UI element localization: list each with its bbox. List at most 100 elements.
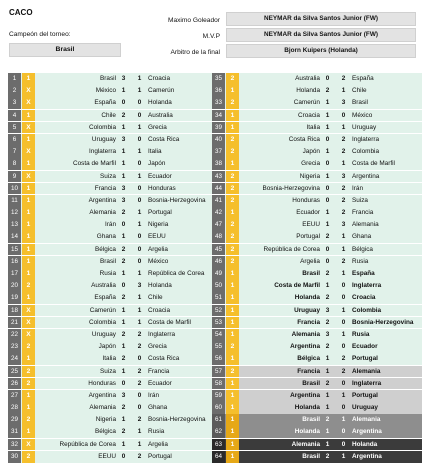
home-score-field[interactable]: 1 — [325, 428, 330, 436]
home-score-field[interactable]: 1 — [325, 282, 330, 290]
away-score-field[interactable]: 0 — [137, 160, 142, 168]
home-score-field[interactable]: 0 — [325, 135, 330, 143]
home-score-field[interactable]: 1 — [121, 367, 126, 375]
away-score-field[interactable]: 0 — [137, 135, 142, 143]
home-score-field[interactable]: 1 — [325, 172, 330, 180]
home-score-field[interactable]: 1 — [121, 87, 126, 95]
home-score-field[interactable]: 1 — [121, 160, 126, 168]
home-score-field[interactable]: 0 — [121, 452, 126, 460]
away-score-field[interactable]: 2 — [137, 416, 142, 424]
home-score-field[interactable]: 2 — [121, 294, 126, 302]
away-score-field[interactable]: 2 — [137, 452, 142, 460]
away-score-field[interactable]: 2 — [341, 355, 346, 363]
away-score-field[interactable]: 1 — [137, 87, 142, 95]
away-score-field[interactable]: 0 — [137, 111, 142, 119]
away-score-field[interactable]: 2 — [137, 379, 142, 387]
away-score-field[interactable]: 1 — [341, 233, 346, 241]
away-score-field[interactable]: 0 — [137, 245, 142, 253]
away-score-field[interactable]: 2 — [341, 148, 346, 156]
away-score-field[interactable]: 1 — [341, 452, 346, 460]
home-score-field[interactable]: 2 — [325, 270, 330, 277]
home-score-field[interactable]: 2 — [325, 87, 330, 95]
away-score-field[interactable]: 1 — [137, 270, 142, 277]
away-score-field[interactable]: 0 — [341, 282, 346, 290]
home-score-field[interactable]: 2 — [325, 416, 330, 424]
home-score-field[interactable]: 1 — [325, 367, 330, 375]
home-score-field[interactable]: 0 — [121, 221, 126, 229]
away-score-field[interactable]: 1 — [137, 318, 142, 326]
home-score-field[interactable]: 2 — [121, 428, 126, 436]
away-score-field[interactable]: 1 — [137, 294, 142, 302]
home-score-field[interactable]: 2 — [121, 111, 126, 119]
away-score-field[interactable]: 0 — [341, 440, 346, 448]
away-score-field[interactable]: 0 — [137, 391, 142, 399]
home-score-field[interactable]: 2 — [325, 318, 330, 326]
home-score-field[interactable]: 1 — [121, 440, 126, 448]
away-score-field[interactable]: 0 — [341, 379, 346, 387]
home-score-field[interactable]: 1 — [325, 111, 330, 119]
home-score-field[interactable]: 3 — [121, 196, 126, 204]
away-score-field[interactable]: 0 — [137, 184, 142, 192]
top-scorer-field[interactable]: NEYMAR da Silva Santos Junior (FW) — [226, 12, 416, 26]
champion-field[interactable]: Brasil — [9, 43, 121, 57]
home-score-field[interactable]: 1 — [325, 123, 330, 131]
away-score-field[interactable]: 1 — [137, 440, 142, 448]
away-score-field[interactable]: 1 — [341, 245, 346, 253]
away-score-field[interactable]: 1 — [137, 428, 142, 436]
away-score-field[interactable]: 1 — [341, 87, 346, 95]
away-score-field[interactable]: 2 — [341, 367, 346, 375]
away-score-field[interactable]: 3 — [341, 172, 346, 180]
home-score-field[interactable]: 2 — [121, 257, 126, 265]
away-score-field[interactable]: 1 — [341, 330, 346, 338]
away-score-field[interactable]: 1 — [137, 172, 142, 180]
home-score-field[interactable]: 0 — [325, 196, 330, 204]
away-score-field[interactable]: 1 — [137, 306, 142, 314]
away-score-field[interactable]: 0 — [137, 233, 142, 241]
away-score-field[interactable]: 3 — [341, 221, 346, 229]
away-score-field[interactable]: 1 — [341, 306, 346, 314]
away-score-field[interactable]: 2 — [341, 209, 346, 217]
home-score-field[interactable]: 3 — [121, 391, 126, 399]
home-score-field[interactable]: 2 — [325, 379, 330, 387]
home-score-field[interactable]: 3 — [121, 75, 126, 82]
home-score-field[interactable]: 0 — [121, 282, 126, 290]
away-score-field[interactable]: 1 — [137, 221, 142, 229]
home-score-field[interactable]: 0 — [121, 379, 126, 387]
away-score-field[interactable]: 0 — [137, 257, 142, 265]
home-score-field[interactable]: 1 — [325, 99, 330, 107]
home-score-field[interactable]: 1 — [325, 209, 330, 217]
away-score-field[interactable]: 2 — [341, 135, 346, 143]
home-score-field[interactable]: 3 — [325, 330, 330, 338]
home-score-field[interactable]: 2 — [325, 233, 330, 241]
away-score-field[interactable]: 0 — [137, 355, 142, 363]
home-score-field[interactable]: 3 — [325, 306, 330, 314]
home-score-field[interactable]: 1 — [121, 343, 126, 351]
home-score-field[interactable]: 0 — [121, 99, 126, 107]
away-score-field[interactable]: 0 — [341, 294, 346, 302]
home-score-field[interactable]: 2 — [325, 343, 330, 351]
home-score-field[interactable]: 1 — [121, 318, 126, 326]
away-score-field[interactable]: 0 — [341, 111, 346, 119]
away-score-field[interactable]: 2 — [137, 330, 142, 338]
away-score-field[interactable]: 0 — [341, 318, 346, 326]
home-score-field[interactable]: 1 — [121, 123, 126, 131]
home-score-field[interactable]: 1 — [325, 404, 330, 412]
away-score-field[interactable]: 0 — [137, 99, 142, 107]
home-score-field[interactable]: 2 — [325, 294, 330, 302]
away-score-field[interactable]: 2 — [341, 196, 346, 204]
home-score-field[interactable]: 2 — [121, 404, 126, 412]
home-score-field[interactable]: 2 — [325, 452, 330, 460]
away-score-field[interactable]: 1 — [341, 416, 346, 424]
away-score-field[interactable]: 0 — [137, 404, 142, 412]
home-score-field[interactable]: 0 — [325, 184, 330, 192]
final-referee-field[interactable]: Bjorn Kuipers (Holanda) — [226, 44, 416, 58]
away-score-field[interactable]: 1 — [341, 391, 346, 399]
mvp-field[interactable]: NEYMAR da Silva Santos Junior (FW) — [226, 28, 416, 42]
away-score-field[interactable]: 1 — [341, 123, 346, 131]
away-score-field[interactable]: 0 — [341, 404, 346, 412]
away-score-field[interactable]: 1 — [341, 160, 346, 168]
home-score-field[interactable]: 0 — [325, 245, 330, 253]
home-score-field[interactable]: 1 — [325, 440, 330, 448]
away-score-field[interactable]: 2 — [137, 343, 142, 351]
home-score-field[interactable]: 3 — [121, 135, 126, 143]
